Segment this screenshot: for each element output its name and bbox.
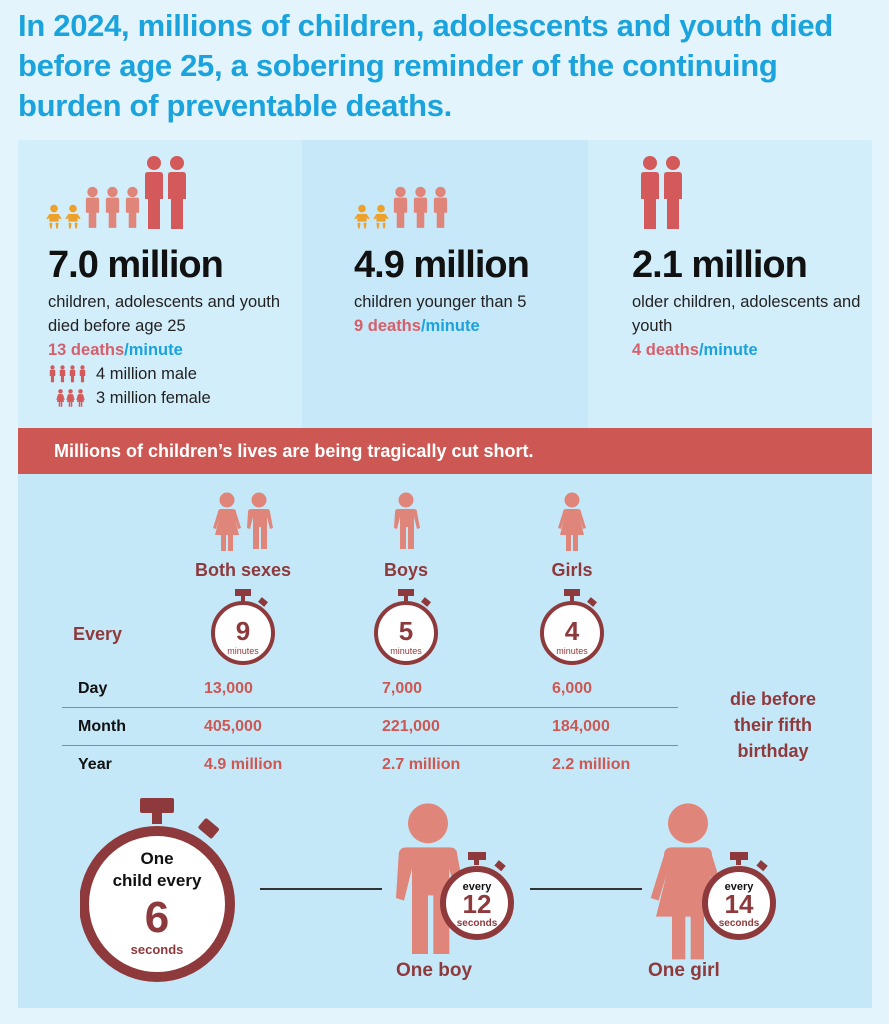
female-breakdown: 3 million female xyxy=(48,386,298,410)
baby-icon xyxy=(373,204,389,230)
stat-panel-older: 2.1 million older children, adolescents … xyxy=(588,140,872,428)
svg-text:minutes: minutes xyxy=(556,646,588,656)
stopwatch-icon: 4 minutes xyxy=(492,587,652,667)
adult-icon xyxy=(167,156,187,230)
one-girl-label: One girl xyxy=(648,960,720,981)
svg-text:One: One xyxy=(140,849,173,868)
svg-text:minutes: minutes xyxy=(227,646,259,656)
svg-text:seconds: seconds xyxy=(457,918,498,929)
every-label: Every xyxy=(73,624,123,644)
child-icon xyxy=(432,186,449,230)
male-breakdown: 4 million male xyxy=(48,362,298,386)
adult-icon xyxy=(144,156,164,230)
female-figures-icon xyxy=(48,389,88,407)
adult-icon xyxy=(663,156,683,230)
child-icon xyxy=(412,186,429,230)
stopwatch-icon: 5 minutes xyxy=(326,587,486,667)
older-description: older children, adolescents and youth xyxy=(632,293,861,335)
under-five-section: Both sexes 9 minutes Boys 5 minutes xyxy=(18,474,872,1008)
older-figures-icon-group xyxy=(640,156,683,230)
child-icon xyxy=(124,186,141,230)
deaths-table: Day 13,000 7,000 6,000 Month 405,000 221… xyxy=(62,670,678,784)
under-five-rate: 9 deaths/minute xyxy=(354,317,480,335)
baby-icon xyxy=(65,204,81,230)
svg-text:9: 9 xyxy=(236,616,250,646)
svg-text:minutes: minutes xyxy=(390,646,422,656)
group-both-sexes: Both sexes 9 minutes xyxy=(163,488,323,667)
older-rate: 4 deaths/minute xyxy=(632,341,758,359)
table-row: Year 4.9 million 2.7 million 2.2 million xyxy=(78,756,631,773)
baby-icon xyxy=(46,204,62,230)
child-stopwatch-icon: One child every 6 seconds xyxy=(79,796,250,991)
under-five-deaths-value: 4.9 million xyxy=(354,244,530,286)
svg-text:6: 6 xyxy=(145,893,169,942)
stat-panel-under-five: 4.9 million children younger than 5 9 de… xyxy=(302,140,588,428)
girl-icon xyxy=(212,492,242,552)
svg-text:14: 14 xyxy=(725,889,754,919)
total-deaths-rate: 13 deaths/minute xyxy=(48,341,183,359)
headline: In 2024, millions of children, adolescen… xyxy=(18,8,833,123)
group-label: Boys xyxy=(383,560,428,580)
svg-text:4: 4 xyxy=(565,616,580,646)
svg-text:12: 12 xyxy=(463,889,492,919)
child-icon xyxy=(84,186,101,230)
total-deaths-description: children, adolescents and youth died bef… xyxy=(48,293,281,335)
svg-text:seconds: seconds xyxy=(719,918,760,929)
boy-icon xyxy=(244,492,274,552)
table-row: Day 13,000 7,000 6,000 xyxy=(62,670,678,708)
male-figures-icon xyxy=(48,365,88,383)
baby-icon xyxy=(354,204,370,230)
older-deaths-value: 2.1 million xyxy=(632,244,808,286)
boy-icon xyxy=(391,492,421,552)
table-row: Month 405,000 221,000 184,000 xyxy=(62,708,678,746)
stat-panel-total: 7.0 million children, adolescents and yo… xyxy=(18,140,302,428)
group-label: Girls xyxy=(551,560,593,580)
group-girls: Girls 4 minutes xyxy=(492,488,652,667)
connector-line xyxy=(260,888,382,890)
svg-text:every: every xyxy=(725,881,755,893)
girl-icon xyxy=(557,492,587,552)
one-boy-label: One boy xyxy=(396,960,473,981)
svg-text:every: every xyxy=(463,881,493,893)
group-label: Both sexes xyxy=(194,560,292,580)
die-before-fifth-birthday-note: die before their fifth birthday xyxy=(729,689,817,761)
age-figures-icon-group xyxy=(46,156,187,230)
svg-text:child every: child every xyxy=(113,871,202,890)
total-deaths-value: 7.0 million xyxy=(48,244,224,286)
boy-stopwatch-icon: every 12 seconds xyxy=(436,850,518,947)
stopwatch-icon: 9 minutes xyxy=(163,587,323,667)
under-five-description: children younger than 5 xyxy=(354,293,527,311)
under-five-figures-icon-group xyxy=(354,186,449,230)
connector-line xyxy=(530,888,642,890)
girl-stopwatch-icon: every 14 seconds xyxy=(698,850,780,947)
svg-text:5: 5 xyxy=(399,616,413,646)
section-banner: Millions of children’s lives are being t… xyxy=(18,428,872,474)
adult-icon xyxy=(640,156,660,230)
child-icon xyxy=(392,186,409,230)
svg-text:seconds: seconds xyxy=(131,942,184,957)
child-icon xyxy=(104,186,121,230)
group-boys: Boys 5 minutes xyxy=(326,488,486,667)
